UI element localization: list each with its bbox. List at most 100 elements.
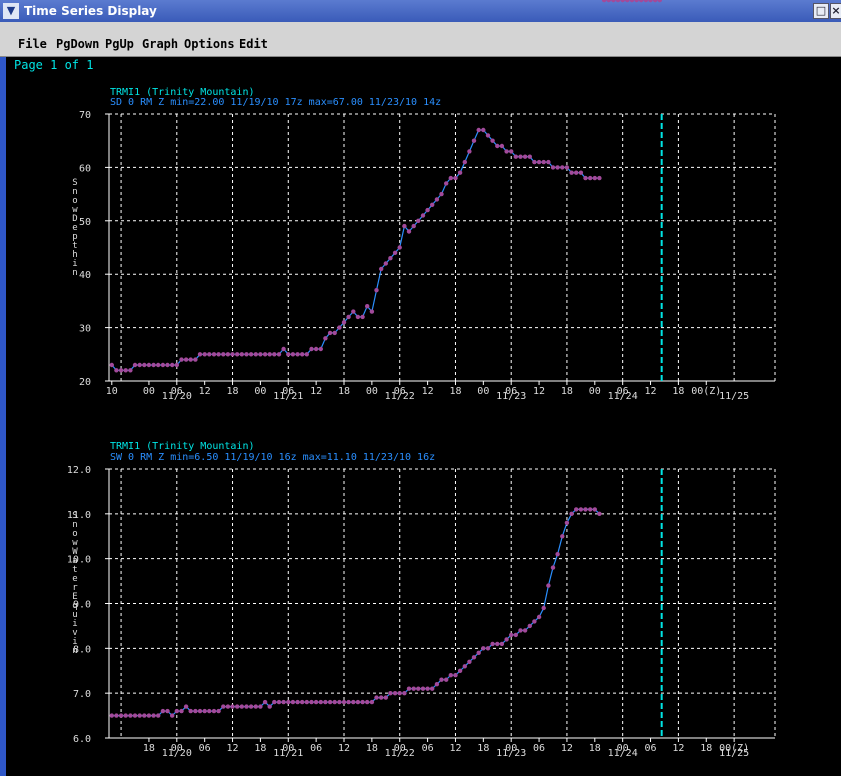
data-point	[564, 165, 570, 170]
menu-pgup[interactable]: PgUp	[105, 37, 134, 51]
x-tick-label: 12	[338, 743, 350, 754]
data-point	[216, 352, 221, 357]
x-date-label: 11/21	[273, 748, 303, 759]
data-point	[230, 704, 235, 709]
x-tick-label: 00(Z)	[719, 743, 749, 754]
data-point	[555, 552, 560, 557]
data-point	[132, 713, 138, 718]
data-point	[629, 0, 635, 3]
x-date-label: 11/25	[719, 748, 749, 759]
data-point	[132, 362, 138, 368]
data-point	[318, 699, 323, 705]
data-point	[388, 691, 393, 696]
data-point	[360, 314, 365, 320]
data-point	[137, 362, 142, 368]
data-point	[207, 708, 212, 714]
data-point	[179, 357, 184, 362]
x-tick-label: 06	[533, 743, 545, 754]
y-tick-label: 11.0	[67, 510, 91, 521]
data-point	[522, 154, 528, 159]
data-point	[457, 668, 463, 673]
data-point	[216, 708, 221, 714]
data-point	[341, 699, 347, 705]
data-point	[392, 250, 398, 255]
data-point	[388, 256, 393, 261]
data-point	[272, 352, 277, 357]
data-point	[467, 659, 472, 664]
x-date-label: 11/24	[608, 391, 638, 402]
data-point	[509, 632, 514, 638]
y-tick-label: 50	[79, 217, 91, 228]
close-icon[interactable]: ×	[830, 3, 841, 19]
data-point	[527, 154, 532, 159]
x-date-label: 11/25	[719, 391, 749, 402]
data-point	[457, 170, 463, 175]
window-title: Time Series Display	[24, 4, 157, 18]
data-point	[235, 352, 240, 357]
menu-pgdown[interactable]: PgDown	[56, 37, 100, 51]
data-point	[295, 352, 300, 357]
data-point	[471, 138, 477, 143]
data-point	[560, 165, 565, 170]
x-date-label: 11/24	[608, 748, 638, 759]
data-point	[267, 704, 272, 709]
x-tick-label: 06	[505, 386, 517, 397]
data-point	[109, 713, 115, 718]
data-point	[392, 691, 398, 696]
data-point	[253, 704, 258, 709]
data-point	[430, 202, 435, 207]
data-point	[230, 352, 235, 357]
data-point	[462, 664, 467, 669]
data-point	[536, 159, 542, 165]
data-point	[123, 368, 128, 373]
data-point	[518, 154, 523, 159]
data-point	[518, 628, 523, 633]
y-tick-label: 10.0	[67, 555, 91, 566]
data-point	[165, 708, 170, 714]
menu-file[interactable]: File	[18, 37, 47, 51]
data-point	[109, 362, 115, 368]
chevron-down-icon[interactable]: ▼	[3, 3, 19, 19]
data-point	[262, 352, 268, 357]
data-point	[411, 223, 416, 229]
data-point	[309, 346, 314, 352]
data-point	[146, 362, 152, 368]
data-point	[578, 170, 584, 175]
x-date-label: 11/23	[496, 748, 526, 759]
menu-edit[interactable]: Edit	[239, 37, 268, 51]
data-point	[574, 170, 579, 175]
data-point	[588, 507, 593, 512]
page-indicator: Page 1 of 1	[14, 58, 94, 72]
x-tick-label: 06	[645, 743, 657, 754]
data-point	[313, 699, 319, 705]
data-point	[476, 127, 481, 133]
series-line	[111, 129, 600, 371]
x-tick-label: 18	[366, 743, 378, 754]
data-point	[509, 149, 514, 154]
data-point	[369, 309, 375, 314]
data-point	[495, 641, 500, 647]
x-tick-label: 00	[254, 386, 266, 397]
data-point	[555, 165, 560, 170]
menu-graph[interactable]: Graph	[142, 37, 179, 51]
data-point	[504, 637, 509, 642]
menu-options[interactable]: Options	[184, 37, 235, 51]
data-point	[151, 362, 156, 368]
data-point	[569, 170, 574, 175]
x-date-label: 11/21	[273, 391, 303, 402]
data-point	[643, 0, 649, 3]
x-tick-label: 12	[227, 743, 239, 754]
data-point	[499, 143, 505, 149]
data-point	[239, 352, 244, 357]
x-tick-label: 12	[672, 743, 684, 754]
chart-2: TRMI1 (Trinity Mountain)SW 0 RM Z min=6.…	[67, 0, 776, 759]
maximize-icon[interactable]: □	[813, 3, 829, 19]
data-point	[295, 699, 300, 705]
x-tick-label: 06	[422, 743, 434, 754]
data-point	[300, 699, 305, 705]
x-date-label: 11/22	[385, 748, 415, 759]
x-tick-label: 06	[282, 386, 294, 397]
x-date-label: 11/22	[385, 391, 415, 402]
data-point	[467, 149, 472, 154]
